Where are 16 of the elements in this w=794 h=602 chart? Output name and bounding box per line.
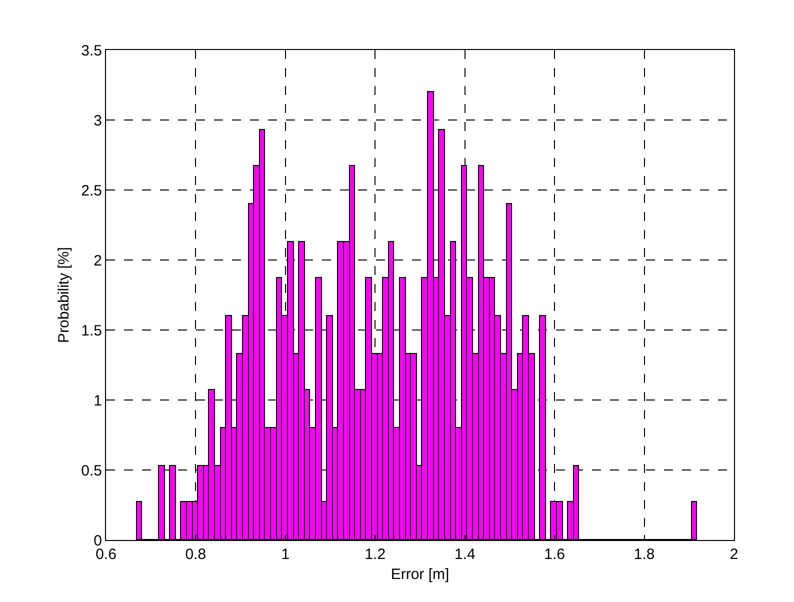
y-tick-label: 0.5 [81,462,102,480]
x-tick-label: 1.6 [544,546,565,563]
y-tick-label: 3 [94,112,102,130]
y-tick-label: 1.5 [81,322,102,340]
x-tick-label: 1.8 [634,546,655,563]
y-tick-label: 2.5 [81,182,102,200]
x-tick-label: 0.8 [185,546,206,563]
x-tick-label: 2 [730,546,738,563]
y-tick-label: 3.5 [81,42,102,60]
y-axis-title: Probability [%] [55,247,72,343]
y-tick-label: 1 [94,392,102,410]
x-tick-label: 1.4 [454,546,476,563]
x-axis-title: Error [m] [390,566,450,583]
x-tick-label: 1 [281,546,290,563]
y-tick-label: 2 [94,252,102,270]
x-tick-label: 1.2 [364,546,386,563]
